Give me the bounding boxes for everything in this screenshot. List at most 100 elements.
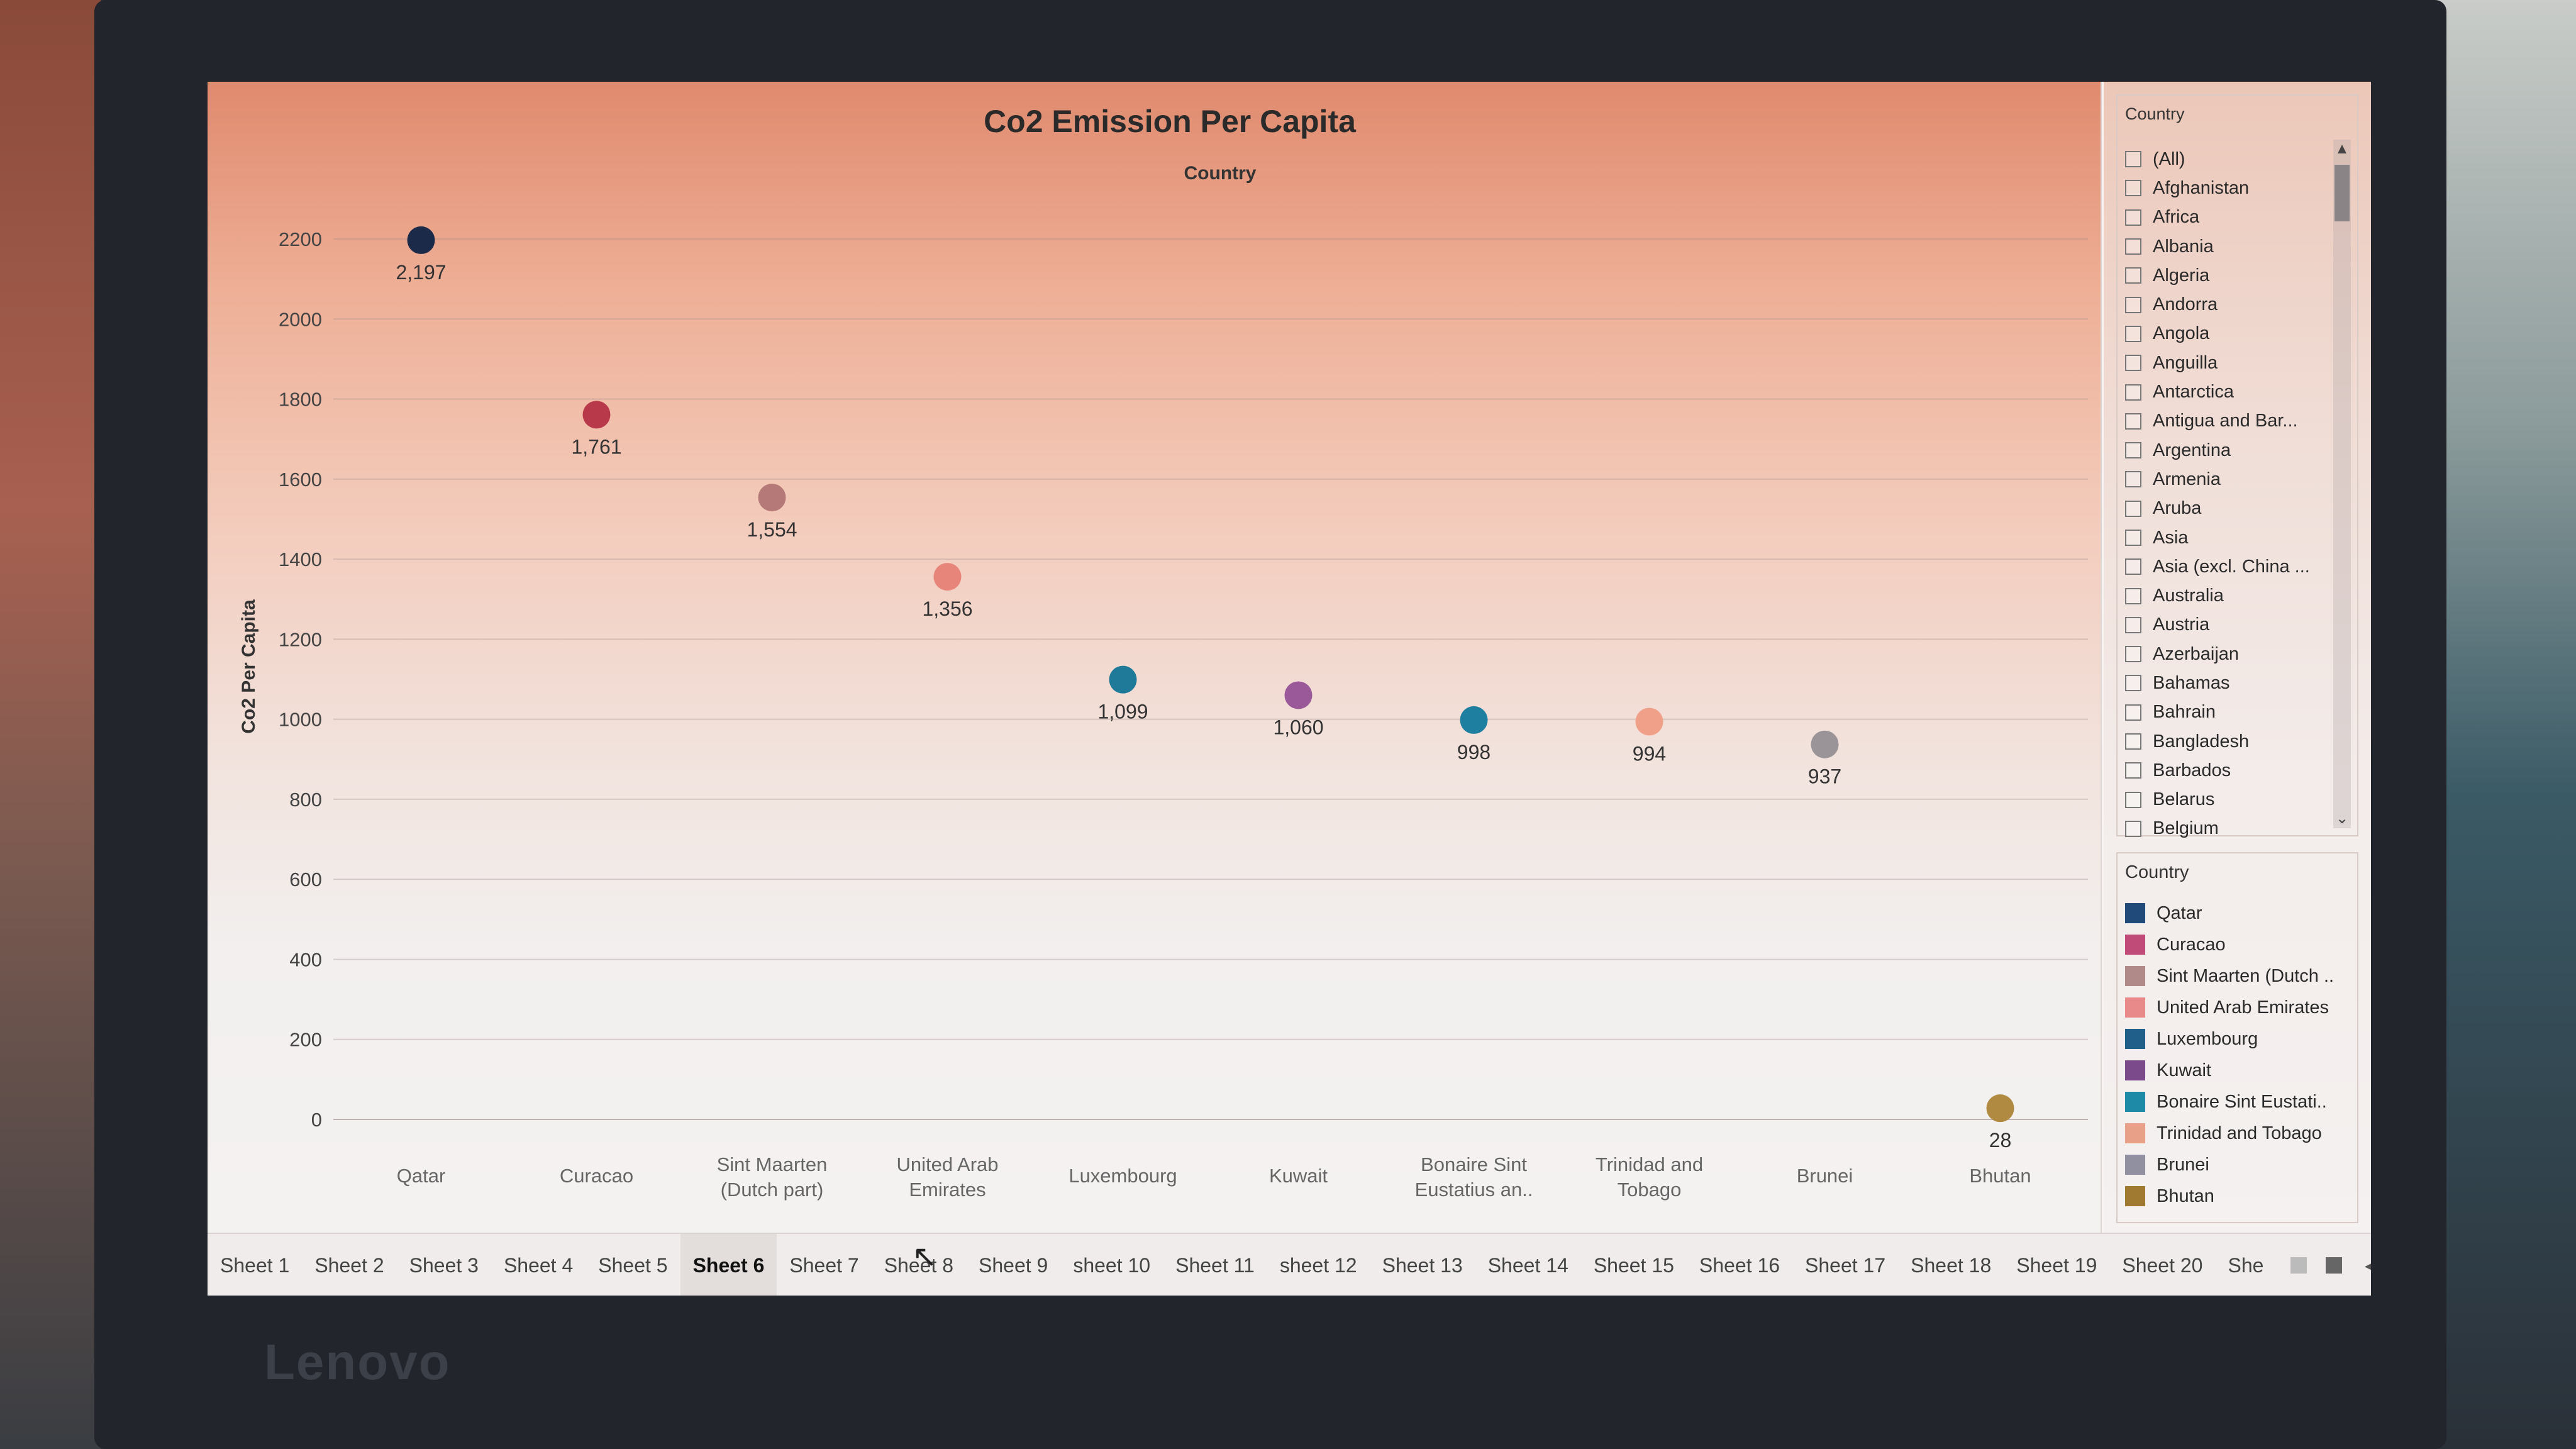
checkbox-icon[interactable] bbox=[2125, 675, 2141, 692]
sheet-tab[interactable]: Sheet 2 bbox=[314, 1253, 384, 1277]
filter-item[interactable]: Asia bbox=[2125, 523, 2333, 552]
legend-item[interactable]: Sint Maarten (Dutch .. bbox=[2125, 960, 2351, 992]
filter-item[interactable]: Barbados bbox=[2125, 756, 2333, 785]
filter-item[interactable]: Africa bbox=[2125, 203, 2333, 232]
scroll-down-icon[interactable]: ⌄ bbox=[2335, 810, 2349, 827]
sheet-tab[interactable]: sheet 10 bbox=[1073, 1253, 1151, 1277]
filter-item[interactable]: Angola bbox=[2125, 319, 2333, 348]
checkbox-icon[interactable] bbox=[2125, 791, 2141, 808]
data-point[interactable] bbox=[1460, 706, 1488, 734]
filter-item[interactable]: Albania bbox=[2125, 232, 2333, 261]
checkbox-icon[interactable] bbox=[2125, 616, 2141, 633]
checkbox-icon[interactable] bbox=[2125, 704, 2141, 721]
sheet-tab[interactable]: Sheet 7 bbox=[789, 1253, 859, 1277]
filter-item[interactable]: Aruba bbox=[2125, 494, 2333, 523]
checkbox-icon[interactable] bbox=[2125, 530, 2141, 546]
legend-item[interactable]: Bhutan bbox=[2125, 1180, 2351, 1212]
checkbox-icon[interactable] bbox=[2125, 180, 2141, 197]
filter-item[interactable]: Belarus bbox=[2125, 786, 2333, 814]
checkbox-icon[interactable] bbox=[2125, 587, 2141, 604]
data-point[interactable] bbox=[1109, 665, 1137, 694]
filter-item[interactable]: Anguilla bbox=[2125, 348, 2333, 377]
chart-pane: Co2 Emission Per Capita Country Co2 Per … bbox=[208, 82, 2102, 1233]
sheet-tab[interactable]: Sheet 4 bbox=[503, 1253, 574, 1277]
y-ticks: 0 200 400 600 800 1000 1200 1400 1600 1800 2000 220… bbox=[279, 228, 322, 1131]
data-point[interactable] bbox=[758, 484, 786, 512]
filter-item[interactable]: Bahrain bbox=[2125, 698, 2333, 727]
filter-item-label: Anguilla bbox=[2153, 352, 2218, 373]
filter-item[interactable]: Australia bbox=[2125, 581, 2333, 610]
legend-item[interactable]: Brunei bbox=[2125, 1149, 2351, 1180]
legend-item[interactable]: Bonaire Sint Eustati.. bbox=[2125, 1086, 2351, 1118]
filter-item[interactable]: Andorra bbox=[2125, 290, 2333, 319]
sheet-tab[interactable]: Sheet 15 bbox=[1593, 1253, 1674, 1277]
sheet-tab[interactable]: sheet 12 bbox=[1279, 1253, 1357, 1277]
checkbox-icon[interactable] bbox=[2125, 500, 2141, 517]
filter-item[interactable]: Armenia bbox=[2125, 465, 2333, 494]
filter-item-label: Aruba bbox=[2153, 498, 2202, 519]
sheet-tab[interactable]: Sheet 8 bbox=[884, 1253, 954, 1277]
checkbox-icon[interactable] bbox=[2125, 325, 2141, 342]
checkbox-icon[interactable] bbox=[2125, 355, 2141, 372]
sheet-tab[interactable]: Sheet 13 bbox=[1382, 1253, 1463, 1277]
filter-item[interactable]: Bahamas bbox=[2125, 669, 2333, 697]
filter-item[interactable]: Argentina bbox=[2125, 436, 2333, 465]
sheet-tab[interactable]: Sheet 5 bbox=[598, 1253, 668, 1277]
data-point[interactable] bbox=[407, 226, 435, 254]
legend-item[interactable]: Trinidad and Tobago bbox=[2125, 1118, 2351, 1149]
filter-item[interactable]: (All) bbox=[2125, 145, 2333, 174]
checkbox-icon[interactable] bbox=[2125, 558, 2141, 575]
sheet-tab[interactable]: She bbox=[2228, 1253, 2264, 1277]
sheet-tab[interactable]: Sheet 18 bbox=[1911, 1253, 1992, 1277]
sheet-tab[interactable]: Sheet 19 bbox=[2016, 1253, 2097, 1277]
filter-item[interactable]: Antigua and Bar... bbox=[2125, 407, 2333, 436]
sheet-tab[interactable]: Sheet 1 bbox=[220, 1253, 290, 1277]
filter-scrollbar[interactable]: ▲ ⌄ bbox=[2333, 140, 2351, 828]
checkbox-icon[interactable] bbox=[2125, 820, 2141, 837]
data-point[interactable] bbox=[1986, 1094, 2014, 1123]
sheet-sorter-icon[interactable] bbox=[2321, 1253, 2346, 1278]
sheet-tab[interactable]: Sheet 17 bbox=[1805, 1253, 1886, 1277]
filter-item[interactable]: Afghanistan bbox=[2125, 174, 2333, 203]
sheet-tab[interactable]: Sheet 14 bbox=[1487, 1253, 1568, 1277]
grid-view-icon[interactable] bbox=[2286, 1253, 2311, 1278]
checkbox-icon[interactable] bbox=[2125, 267, 2141, 284]
filter-item[interactable]: Azerbaijan bbox=[2125, 640, 2333, 669]
checkbox-icon[interactable] bbox=[2125, 384, 2141, 401]
legend-item[interactable]: Kuwait bbox=[2125, 1055, 2351, 1086]
sheet-tab[interactable]: Sheet 16 bbox=[1699, 1253, 1780, 1277]
legend-item[interactable]: Curacao bbox=[2125, 929, 2351, 960]
sheet-tab[interactable]: Sheet 3 bbox=[409, 1253, 479, 1277]
filter-item[interactable]: Austria bbox=[2125, 611, 2333, 640]
checkbox-icon[interactable] bbox=[2125, 733, 2141, 750]
filter-item[interactable]: Belgium bbox=[2125, 814, 2333, 843]
checkbox-icon[interactable] bbox=[2125, 209, 2141, 226]
sheet-tab[interactable]: Sheet 6 bbox=[680, 1234, 777, 1296]
legend-item[interactable]: Luxembourg bbox=[2125, 1023, 2351, 1055]
data-point[interactable] bbox=[1284, 681, 1313, 709]
filter-item[interactable]: Antarctica bbox=[2125, 377, 2333, 406]
checkbox-icon[interactable] bbox=[2125, 471, 2141, 488]
checkbox-icon[interactable] bbox=[2125, 413, 2141, 430]
legend-item[interactable]: United Arab Emirates bbox=[2125, 992, 2351, 1023]
sheet-tab[interactable]: Sheet 9 bbox=[979, 1253, 1048, 1277]
scroll-left-icon[interactable]: ◂ bbox=[2364, 1255, 2371, 1276]
sheet-tab[interactable]: Sheet 20 bbox=[2122, 1253, 2203, 1277]
data-point[interactable] bbox=[1811, 730, 1839, 758]
data-point[interactable] bbox=[1635, 708, 1663, 736]
checkbox-icon[interactable] bbox=[2125, 442, 2141, 459]
scroll-thumb[interactable] bbox=[2334, 165, 2350, 221]
checkbox-icon[interactable] bbox=[2125, 646, 2141, 663]
checkbox-icon[interactable] bbox=[2125, 151, 2141, 168]
filter-item[interactable]: Bangladesh bbox=[2125, 727, 2333, 756]
checkbox-icon[interactable] bbox=[2125, 296, 2141, 313]
data-point[interactable] bbox=[933, 563, 962, 591]
checkbox-icon[interactable] bbox=[2125, 762, 2141, 779]
scroll-up-icon[interactable]: ▲ bbox=[2334, 140, 2350, 157]
filter-item[interactable]: Asia (excl. China ... bbox=[2125, 552, 2333, 581]
data-point[interactable] bbox=[582, 401, 611, 429]
legend-item[interactable]: Qatar bbox=[2125, 897, 2351, 929]
checkbox-icon[interactable] bbox=[2125, 238, 2141, 255]
filter-item[interactable]: Algeria bbox=[2125, 261, 2333, 290]
sheet-tab[interactable]: Sheet 11 bbox=[1175, 1253, 1255, 1277]
